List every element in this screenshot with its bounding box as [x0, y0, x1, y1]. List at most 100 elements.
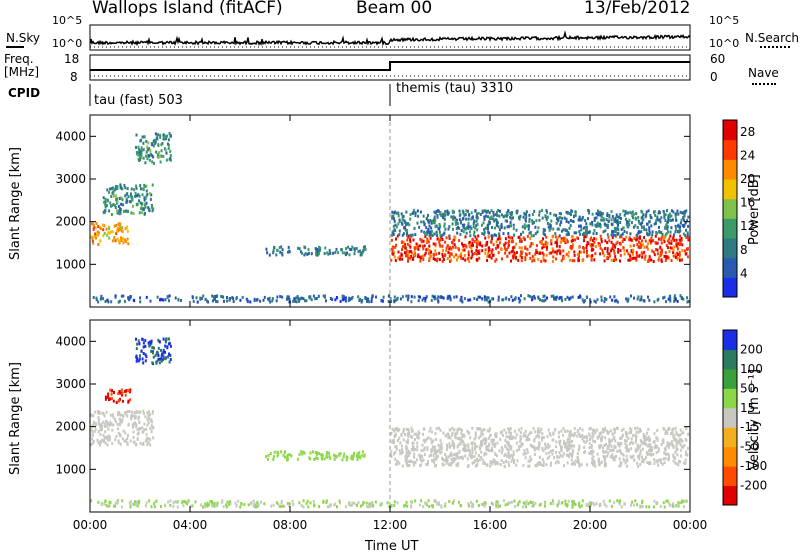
velocity-echo-cell: [451, 501, 454, 505]
power-echo-cell: [148, 158, 151, 162]
velocity-echo-cell: [630, 437, 633, 441]
velocity-ylabel: Slant Range [km]: [8, 362, 23, 475]
velocity-echo-cell: [135, 500, 138, 504]
velocity-echo-cell: [538, 444, 541, 448]
power-echo-cell: [517, 296, 520, 300]
power-echo-cell: [147, 141, 150, 145]
velocity-echo-cell: [484, 501, 487, 505]
power-echo-cell: [345, 247, 347, 251]
power-echo-cell: [116, 237, 119, 241]
power-echo-cell: [281, 253, 284, 257]
power-echo-cell: [590, 258, 593, 262]
power-echo-cell: [657, 218, 660, 222]
power-echo-cell: [542, 294, 545, 298]
power-echo-cell: [104, 200, 107, 204]
power-echo-cell: [528, 217, 531, 221]
power-echo-cell: [151, 143, 154, 147]
power-echo-cell: [402, 226, 405, 230]
power-echo-cell: [595, 225, 598, 228]
velocity-echo-cell: [119, 423, 122, 427]
power-echo-cell: [620, 227, 623, 231]
power-echo-cell: [582, 226, 585, 230]
power-echo-cell: [654, 234, 657, 238]
power-echo-cell: [401, 240, 404, 244]
velocity-echo-cell: [302, 499, 305, 503]
velocity-echo-cell: [552, 431, 555, 435]
power-echo-cell: [387, 294, 390, 298]
power-echo-cell: [108, 209, 111, 213]
power-echo-cell: [560, 229, 563, 233]
velocity-echo-cell: [155, 499, 158, 503]
nsearch-tick-high: 10^5: [709, 14, 740, 27]
power-echo-cell: [510, 250, 513, 254]
power-echo-cell: [456, 231, 459, 235]
power-echo-cell: [462, 230, 465, 234]
velocity-echo-cell: [463, 434, 466, 438]
velocity-echo-cell: [648, 438, 651, 442]
power-echo-cell: [334, 298, 337, 302]
power-echo-cell: [347, 245, 350, 249]
power-echo-cell: [144, 161, 147, 165]
power-echo-cell: [614, 245, 617, 249]
velocity-echo-cell: [604, 464, 606, 468]
velocity-echo-cell: [452, 499, 455, 503]
velocity-echo-cell: [599, 503, 602, 507]
power-echo-cell: [503, 246, 506, 250]
nsearch-legend-line: [760, 46, 790, 48]
power-echo-cell: [587, 217, 589, 221]
power-echo-cell: [165, 158, 168, 162]
power-echo-cell: [437, 209, 440, 213]
power-echo-cell: [501, 213, 503, 217]
velocity-echo-cell: [288, 502, 291, 506]
velocity-echo-cell: [680, 445, 683, 449]
velocity-echo-cell: [635, 435, 638, 439]
velocity-echo-cell: [567, 499, 570, 503]
power-echo-cell: [585, 246, 588, 250]
velocity-echo-cell: [114, 501, 117, 505]
velocity-echo-cell: [611, 456, 614, 459]
power-echo-cell: [674, 212, 677, 216]
power-echo-cell: [496, 245, 499, 249]
velocity-echo-cell: [411, 429, 414, 433]
power-echo-cell: [600, 218, 603, 222]
velocity-echo-cell: [641, 441, 644, 445]
power-echo-cell: [281, 248, 284, 252]
power-echo-cell: [539, 240, 542, 244]
velocity-echo-cell: [474, 464, 477, 468]
velocity-colorbar-tick: 50: [740, 381, 755, 395]
velocity-echo-cell: [121, 399, 124, 403]
power-echo-cell: [484, 248, 487, 252]
power-echo-cell: [635, 217, 638, 221]
power-echo-cell: [483, 231, 486, 234]
power-echo-cell: [680, 236, 683, 240]
velocity-echo-cell: [322, 499, 325, 503]
velocity-echo-cell: [342, 455, 345, 459]
velocity-echo-cell: [589, 427, 592, 431]
power-echo-cell: [597, 210, 600, 214]
power-echo-cell: [151, 205, 154, 209]
power-echo-cell: [401, 245, 404, 249]
velocity-echo-cell: [428, 454, 431, 458]
power-echo-cell: [619, 249, 622, 253]
velocity-echo-cell: [479, 434, 482, 438]
power-echo-cell: [686, 296, 688, 300]
velocity-echo-cell: [668, 502, 671, 506]
power-echo-cell: [417, 299, 420, 303]
power-echo-cell: [599, 213, 602, 217]
velocity-echo-cell: [94, 427, 97, 431]
power-echo-cell: [648, 239, 651, 243]
power-echo-cell: [104, 203, 107, 207]
power-echo-cell: [607, 219, 610, 223]
power-echo-cell: [119, 222, 122, 226]
power-echo-cell: [118, 299, 121, 303]
power-echo-cell: [555, 213, 558, 217]
power-echo-cell: [95, 222, 98, 225]
power-echo-cell: [496, 214, 499, 218]
power-echo-cell: [436, 297, 439, 301]
velocity-echo-cell: [476, 462, 479, 466]
velocity-echo-cell: [572, 500, 575, 504]
power-echo-cell: [457, 225, 460, 229]
power-echo-cell: [114, 185, 117, 188]
velocity-echo-cell: [151, 346, 154, 349]
power-echo-cell: [165, 151, 168, 155]
